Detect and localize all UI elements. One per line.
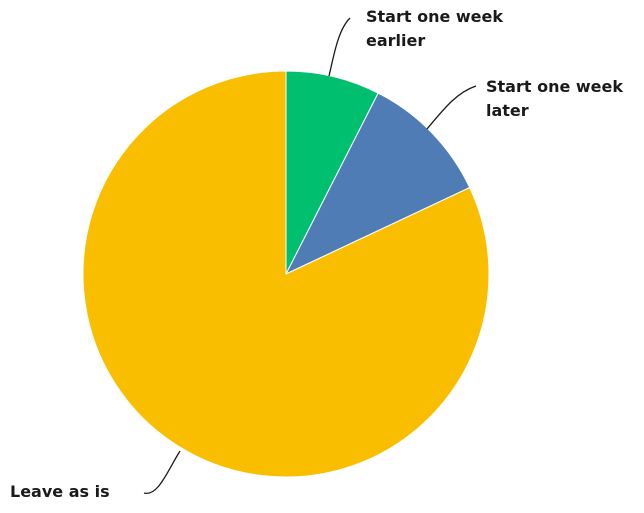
- pie-slice-0: [285, 70, 379, 275]
- leader-line-1: [426, 85, 477, 130]
- slice-label-2: Leave as is: [10, 482, 110, 501]
- slice-label-0-line-1: earlier: [366, 31, 425, 50]
- slice-label-2-line-0: Leave as is: [10, 482, 110, 501]
- pie-slices: [82, 70, 490, 478]
- pie-slice-1: [284, 92, 471, 276]
- slice-label-1: Start one week later: [486, 77, 623, 120]
- slice-label-1-line-1: later: [486, 101, 529, 120]
- label-leader-lines: [143, 17, 477, 494]
- slice-label-0: Start one week earlier: [366, 7, 503, 50]
- slice-label-1-line-0: Start one week: [486, 77, 623, 96]
- slice-label-0-line-0: Start one week: [366, 7, 503, 26]
- pie-slice-2: [82, 70, 490, 478]
- slice-labels: Start one week earlier Start one week later…: [10, 7, 623, 501]
- leader-line-2: [143, 450, 181, 494]
- leader-line-0: [328, 17, 351, 77]
